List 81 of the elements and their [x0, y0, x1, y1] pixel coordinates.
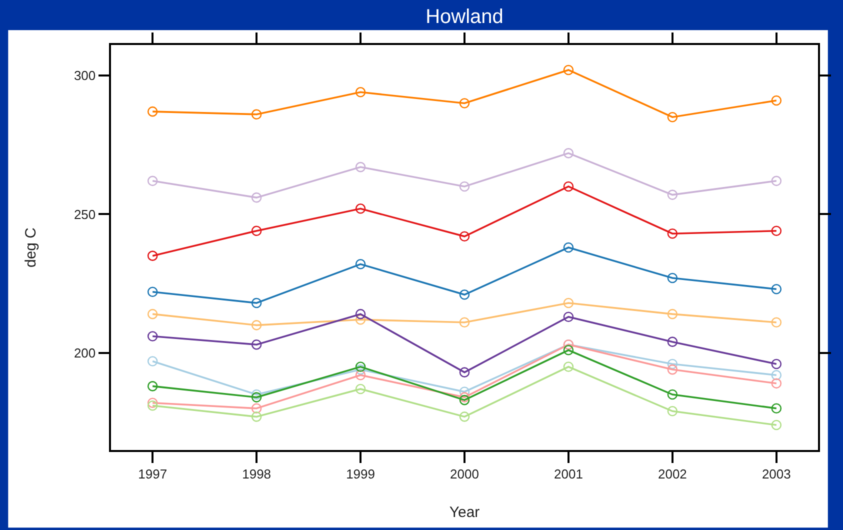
point [147, 250, 158, 261]
x-tick-label: 1997 [138, 466, 168, 482]
point [459, 394, 470, 406]
x-tick-label: 2000 [450, 466, 479, 482]
point [459, 290, 470, 300]
point [563, 148, 574, 158]
point [771, 378, 782, 389]
x-tick-label: 2002 [658, 466, 687, 482]
point [251, 403, 262, 414]
point [563, 64, 574, 76]
point [251, 320, 262, 330]
point [563, 344, 574, 356]
point [459, 412, 470, 422]
point [251, 226, 262, 236]
point [251, 109, 262, 120]
point [771, 317, 782, 328]
point [251, 392, 262, 402]
point [667, 406, 678, 416]
x-axis-title: Year [449, 504, 480, 521]
point [771, 370, 782, 380]
point [355, 204, 366, 214]
point [771, 176, 782, 186]
point [355, 362, 366, 372]
x-tick-label: 1998 [242, 466, 272, 482]
point [459, 386, 470, 397]
point [147, 331, 158, 342]
point [667, 112, 678, 122]
point [355, 370, 366, 380]
point [771, 358, 782, 370]
point [459, 181, 470, 192]
point [563, 298, 574, 308]
point [459, 317, 470, 328]
chart-title: Howland [426, 6, 504, 28]
x-tick-label: 1999 [346, 466, 375, 482]
point [459, 367, 470, 378]
point [563, 312, 574, 322]
point [147, 398, 158, 408]
point [355, 384, 366, 394]
point [459, 392, 470, 402]
point [771, 226, 782, 236]
point [251, 298, 262, 308]
point [147, 308, 158, 320]
point [147, 176, 158, 186]
point [355, 308, 366, 320]
point [667, 336, 678, 347]
point [147, 106, 158, 117]
point [563, 362, 574, 372]
point [251, 412, 262, 422]
point [355, 314, 366, 325]
point [355, 87, 366, 98]
y-axis-title: deg C [22, 227, 40, 268]
point [667, 228, 678, 239]
point [771, 403, 782, 414]
point [667, 389, 678, 400]
y-tick-label: 300 [74, 68, 96, 84]
x-tick-label: 2003 [762, 466, 791, 482]
point [667, 364, 678, 375]
point [563, 242, 574, 253]
point [667, 358, 678, 370]
point [771, 420, 782, 430]
point [459, 231, 470, 242]
point [771, 95, 782, 106]
point [251, 339, 262, 350]
point [355, 258, 366, 270]
point [147, 400, 158, 411]
point [147, 356, 158, 366]
point [147, 381, 158, 392]
point [667, 272, 678, 284]
point [251, 192, 262, 203]
point [251, 389, 262, 400]
y-tick-label: 200 [74, 345, 96, 360]
point [147, 286, 158, 298]
point [563, 181, 574, 192]
x-tick-label: 2001 [554, 466, 583, 482]
point [667, 190, 678, 200]
point [459, 98, 470, 108]
point [355, 364, 366, 375]
y-tick-label: 250 [74, 206, 96, 222]
point [771, 284, 782, 294]
point [667, 308, 678, 320]
point [355, 162, 366, 172]
